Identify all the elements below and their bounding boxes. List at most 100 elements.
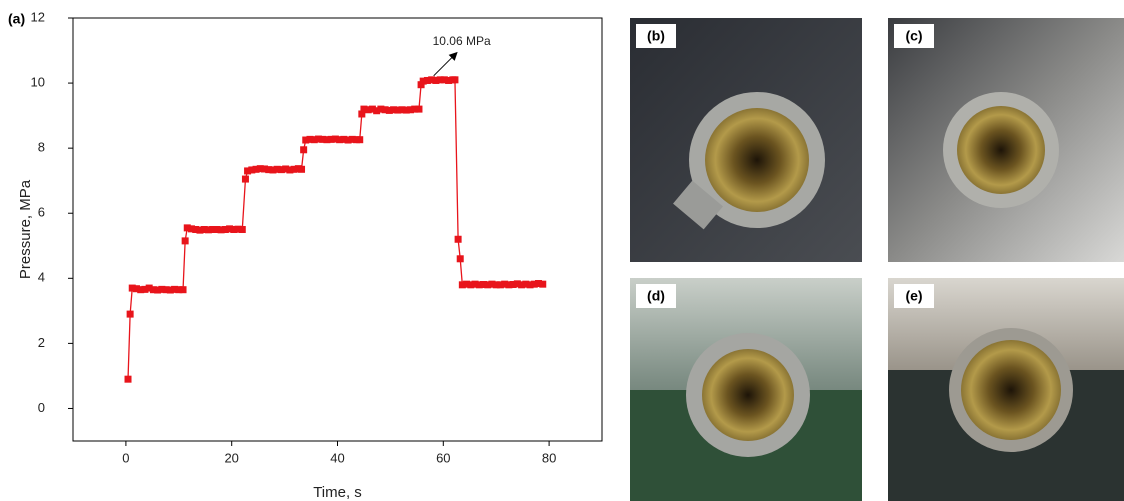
data-point — [269, 166, 277, 174]
data-point — [171, 285, 179, 293]
data-point — [319, 135, 327, 143]
panel-label: (c) — [905, 28, 922, 44]
data-point — [128, 284, 136, 292]
y-tick-label: 2 — [38, 335, 45, 350]
data-point — [530, 280, 538, 288]
data-point — [306, 135, 314, 143]
data-point — [471, 280, 479, 288]
data-point — [423, 76, 431, 84]
photo-b: (b) — [630, 18, 862, 262]
data-point — [213, 226, 221, 233]
data-point — [505, 281, 513, 289]
data-point — [492, 281, 500, 289]
data-point — [340, 135, 348, 143]
data-point — [509, 280, 517, 288]
x-tick-label: 40 — [330, 450, 344, 465]
data-point — [175, 286, 183, 294]
data-point — [158, 285, 166, 293]
plot-frame — [72, 17, 603, 442]
data-point — [327, 135, 335, 143]
data-point — [273, 165, 281, 173]
data-point — [368, 105, 376, 113]
panel-label: (e) — [905, 288, 922, 304]
y-tick-label: 8 — [38, 140, 45, 155]
data-point — [256, 165, 264, 173]
annotation: 10.06 MPa — [433, 34, 491, 48]
data-point — [522, 280, 530, 288]
panel-label: (d) — [647, 288, 665, 304]
data-point — [230, 226, 238, 233]
data-point — [310, 136, 318, 144]
data-point — [402, 106, 410, 114]
data-point — [196, 226, 204, 234]
data-point — [539, 280, 547, 288]
data-point — [373, 107, 381, 115]
data-point — [398, 106, 406, 114]
data-point — [290, 165, 298, 173]
data-point — [518, 281, 526, 289]
data-point — [166, 286, 174, 294]
data-point — [137, 286, 145, 294]
data-point — [419, 77, 427, 85]
data-point — [298, 165, 306, 173]
photo-c: (c) — [888, 18, 1124, 262]
data-point — [234, 225, 242, 233]
data-point — [241, 175, 249, 183]
data-point — [364, 106, 372, 114]
data-point — [252, 165, 260, 173]
data-point — [445, 76, 453, 84]
data-point — [192, 226, 200, 233]
data-point — [513, 280, 521, 288]
data-point — [348, 135, 356, 143]
data-point — [260, 165, 268, 173]
y-tick-label: 10 — [31, 75, 45, 90]
data-point — [456, 255, 464, 263]
data-point — [480, 280, 488, 288]
y-axis-label: Pressure, MPa — [17, 179, 34, 279]
data-point — [209, 226, 217, 233]
figure-label: (a) — [8, 11, 25, 27]
data-point — [141, 285, 149, 293]
photo-d: (d) — [630, 278, 862, 501]
x-tick-label: 60 — [436, 450, 450, 465]
data-point — [432, 76, 440, 84]
data-point — [300, 146, 308, 154]
data-point — [265, 166, 273, 174]
x-tick-label: 20 — [224, 450, 238, 465]
data-point — [302, 136, 310, 144]
data-point — [238, 226, 246, 233]
data-point — [484, 281, 492, 289]
annotation-arrow — [433, 55, 455, 77]
data-point — [282, 165, 290, 173]
panel-label: (b) — [647, 28, 665, 44]
data-point — [358, 110, 366, 118]
data-point — [248, 166, 256, 174]
data-point — [183, 224, 191, 232]
data-point — [181, 237, 189, 245]
data-point — [221, 226, 229, 233]
data-point — [454, 235, 462, 243]
data-point — [440, 76, 448, 84]
data-point — [145, 284, 153, 292]
data-point — [124, 375, 132, 383]
data-point — [411, 105, 419, 113]
y-tick-label: 0 — [38, 400, 45, 415]
data-point — [475, 281, 483, 289]
data-point — [179, 286, 187, 294]
data-point — [226, 225, 234, 233]
data-point — [162, 286, 170, 294]
data-point — [132, 285, 140, 293]
data-point — [154, 286, 162, 294]
data-point — [526, 281, 534, 289]
data-point — [323, 136, 331, 144]
data-point — [451, 76, 459, 84]
data-point — [394, 106, 402, 114]
data-point — [360, 105, 368, 113]
data-point — [356, 136, 364, 144]
y-tick-label: 4 — [38, 270, 45, 285]
data-point — [428, 76, 436, 84]
data-point — [336, 136, 344, 144]
data-point — [149, 286, 157, 294]
